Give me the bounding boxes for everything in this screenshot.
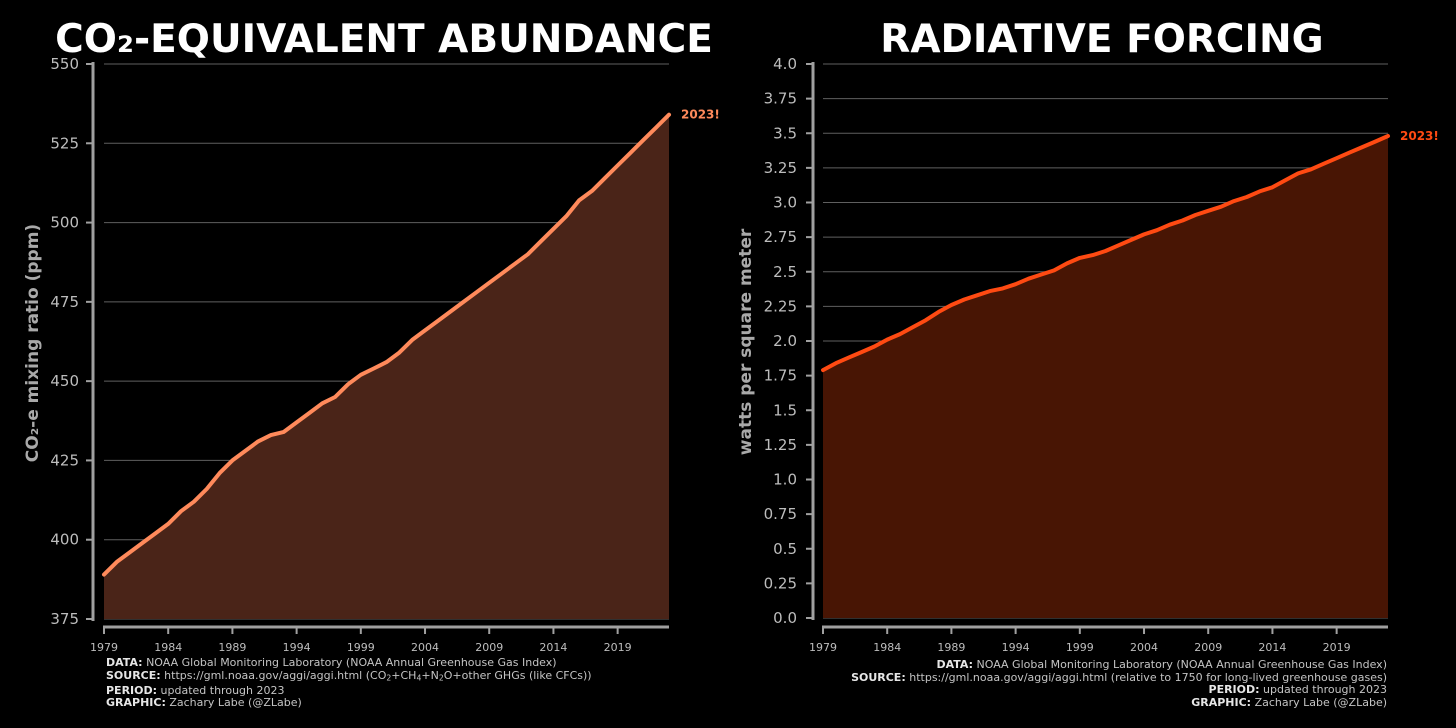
- y-axis-label: CO₂-e mixing ratio (ppm): [23, 224, 43, 462]
- y-tick-label: 3.0: [773, 194, 797, 212]
- footer-source-text: O+other GHGs (like CFCs)): [443, 668, 592, 682]
- x-tick-label: 2004: [1130, 641, 1158, 654]
- footer-graphic-label: GRAPHIC:: [1191, 695, 1252, 709]
- footer-source-label: SOURCE:: [106, 668, 161, 682]
- co2e-abundance-chart: CO₂-EQUIVALENT ABUNDANCE 375 400 425 450 475…: [23, 17, 720, 654]
- y-tick-label: 400: [50, 531, 79, 549]
- y-tick-label: 0.75: [764, 505, 797, 523]
- footer-period-text: updated through 2023: [160, 683, 285, 697]
- area-fill: [104, 114, 669, 619]
- y-tick-label: 0.25: [764, 574, 797, 592]
- series-line: [821, 134, 1390, 373]
- footer-data-label: DATA:: [936, 658, 973, 671]
- chart-title: CO₂-EQUIVALENT ABUNDANCE: [55, 17, 713, 62]
- area-fill: [823, 136, 1388, 618]
- series-line: [102, 112, 671, 577]
- x-tick-label: 1979: [809, 641, 837, 654]
- y-tick-label: 1.75: [764, 367, 797, 385]
- chart-title: RADIATIVE FORCING: [880, 17, 1323, 62]
- footer-source-sub: 4: [416, 673, 422, 683]
- footer-source-sub: 2: [438, 673, 444, 683]
- footer-source-sub: 2: [386, 673, 392, 683]
- x-tick-label: 2009: [475, 641, 503, 654]
- y-tick-label: 450: [50, 372, 79, 390]
- x-tick-label: 2009: [1194, 641, 1222, 654]
- footer-data-label: DATA:: [106, 656, 143, 669]
- y-tick-label: 2.75: [764, 228, 797, 246]
- footer-data-text: NOAA Global Monitoring Laboratory (NOAA …: [976, 658, 1388, 671]
- x-tick-label: 1984: [154, 641, 182, 654]
- y-tick-label: 475: [50, 293, 79, 311]
- footer-graphic-line: GRAPHIC: Zachary Labe (@ZLabe): [106, 696, 592, 710]
- footer-data-line: DATA: NOAA Global Monitoring Laboratory …: [106, 656, 592, 670]
- x-tick-label: 2019: [604, 641, 632, 654]
- y-tick-label: 1.5: [773, 401, 797, 419]
- footer-period-line: PERIOD: updated through 2023: [106, 683, 592, 698]
- y-tick-label: 500: [50, 214, 79, 232]
- footer-source-line: SOURCE: https://gml.noaa.gov/aggi/aggi.h…: [106, 668, 592, 685]
- y-axis-label: watts per square meter: [736, 228, 756, 455]
- y-tick-label: 525: [50, 134, 79, 152]
- y-tick-label: 3.75: [764, 90, 797, 108]
- x-tick-label: 1984: [873, 641, 901, 654]
- y-axis: 375 400 425 450 475 500 525 550: [50, 55, 95, 628]
- y-tick-label: 1.0: [773, 471, 797, 489]
- footer-credits-left: DATA: NOAA Global Monitoring Laboratory …: [106, 656, 592, 710]
- footer-graphic-label: GRAPHIC:: [106, 696, 166, 710]
- x-tick-label: 2014: [539, 641, 567, 654]
- footer-period-label: PERIOD:: [106, 683, 158, 697]
- y-tick-label: 2.0: [773, 332, 797, 350]
- y-tick-label: 2.5: [773, 263, 797, 281]
- footer-graphic-line: GRAPHIC: Zachary Labe (@ZLabe): [851, 695, 1387, 710]
- y-tick-label: 1.25: [764, 436, 797, 454]
- footer-source-text: https://gml.noaa.gov/aggi/aggi.html (rel…: [909, 670, 1387, 684]
- x-tick-label: 1994: [1002, 641, 1030, 654]
- footer-data-line: DATA: NOAA Global Monitoring Laboratory …: [851, 658, 1388, 672]
- y-tick-label: 3.5: [773, 124, 797, 142]
- footer-source-text: +CH: [391, 668, 417, 682]
- y-tick-label: 0.5: [773, 540, 797, 558]
- x-axis: 1979 1984 1989 1994 1999 2004 2009 2014 2019: [809, 625, 1388, 654]
- footer-source-label: SOURCE:: [851, 670, 906, 684]
- y-tick-label: 0.0: [773, 609, 797, 627]
- footer-data-text: NOAA Global Monitoring Laboratory (NOAA …: [146, 656, 557, 669]
- x-tick-label: 1989: [218, 641, 246, 654]
- footer-source-line: SOURCE: https://gml.noaa.gov/aggi/aggi.h…: [851, 670, 1387, 685]
- end-label: 2023!: [1400, 129, 1439, 143]
- y-axis: 0.0 0.25 0.5 0.75 1.0 1.25 1.5 1.75 2.0 2.25 2.5 2.…: [764, 55, 815, 627]
- footer-graphic-text: Zachary Labe (@ZLabe): [1254, 695, 1387, 709]
- x-tick-label: 1994: [283, 641, 311, 654]
- x-tick-label: 1999: [347, 641, 375, 654]
- radiative-forcing-chart: RADIATIVE FORCING 0.0 0.25 0.5 0.75 1.0 1.25 1…: [736, 17, 1439, 654]
- y-tick-label: 425: [50, 451, 79, 469]
- x-axis: 1979 1984 1989 1994 1999 2004 2009 2014 2019: [90, 625, 669, 654]
- y-tick-label: 3.25: [764, 159, 797, 177]
- y-tick-label: 2.25: [764, 297, 797, 315]
- y-tick-label: 550: [50, 55, 79, 73]
- x-tick-label: 2004: [411, 641, 439, 654]
- footer-period-line: PERIOD: updated through 2023: [851, 683, 1387, 697]
- x-tick-label: 2019: [1323, 641, 1351, 654]
- x-tick-label: 1979: [90, 641, 118, 654]
- footer-period-label: PERIOD:: [1208, 683, 1260, 696]
- footer-source-text: +N: [421, 668, 439, 682]
- end-label: 2023!: [681, 108, 720, 122]
- x-tick-label: 1989: [937, 641, 965, 654]
- y-tick-label: 375: [50, 610, 79, 628]
- y-tick-label: 4.0: [773, 55, 797, 73]
- x-tick-label: 2014: [1258, 641, 1286, 654]
- x-tick-label: 1999: [1066, 641, 1094, 654]
- footer-graphic-text: Zachary Labe (@ZLabe): [169, 696, 302, 710]
- footer-period-text: updated through 2023: [1263, 683, 1387, 696]
- footer-source-text: https://gml.noaa.gov/aggi/aggi.html (CO: [164, 668, 387, 682]
- footer-credits-right: DATA: NOAA Global Monitoring Laboratory …: [851, 658, 1388, 710]
